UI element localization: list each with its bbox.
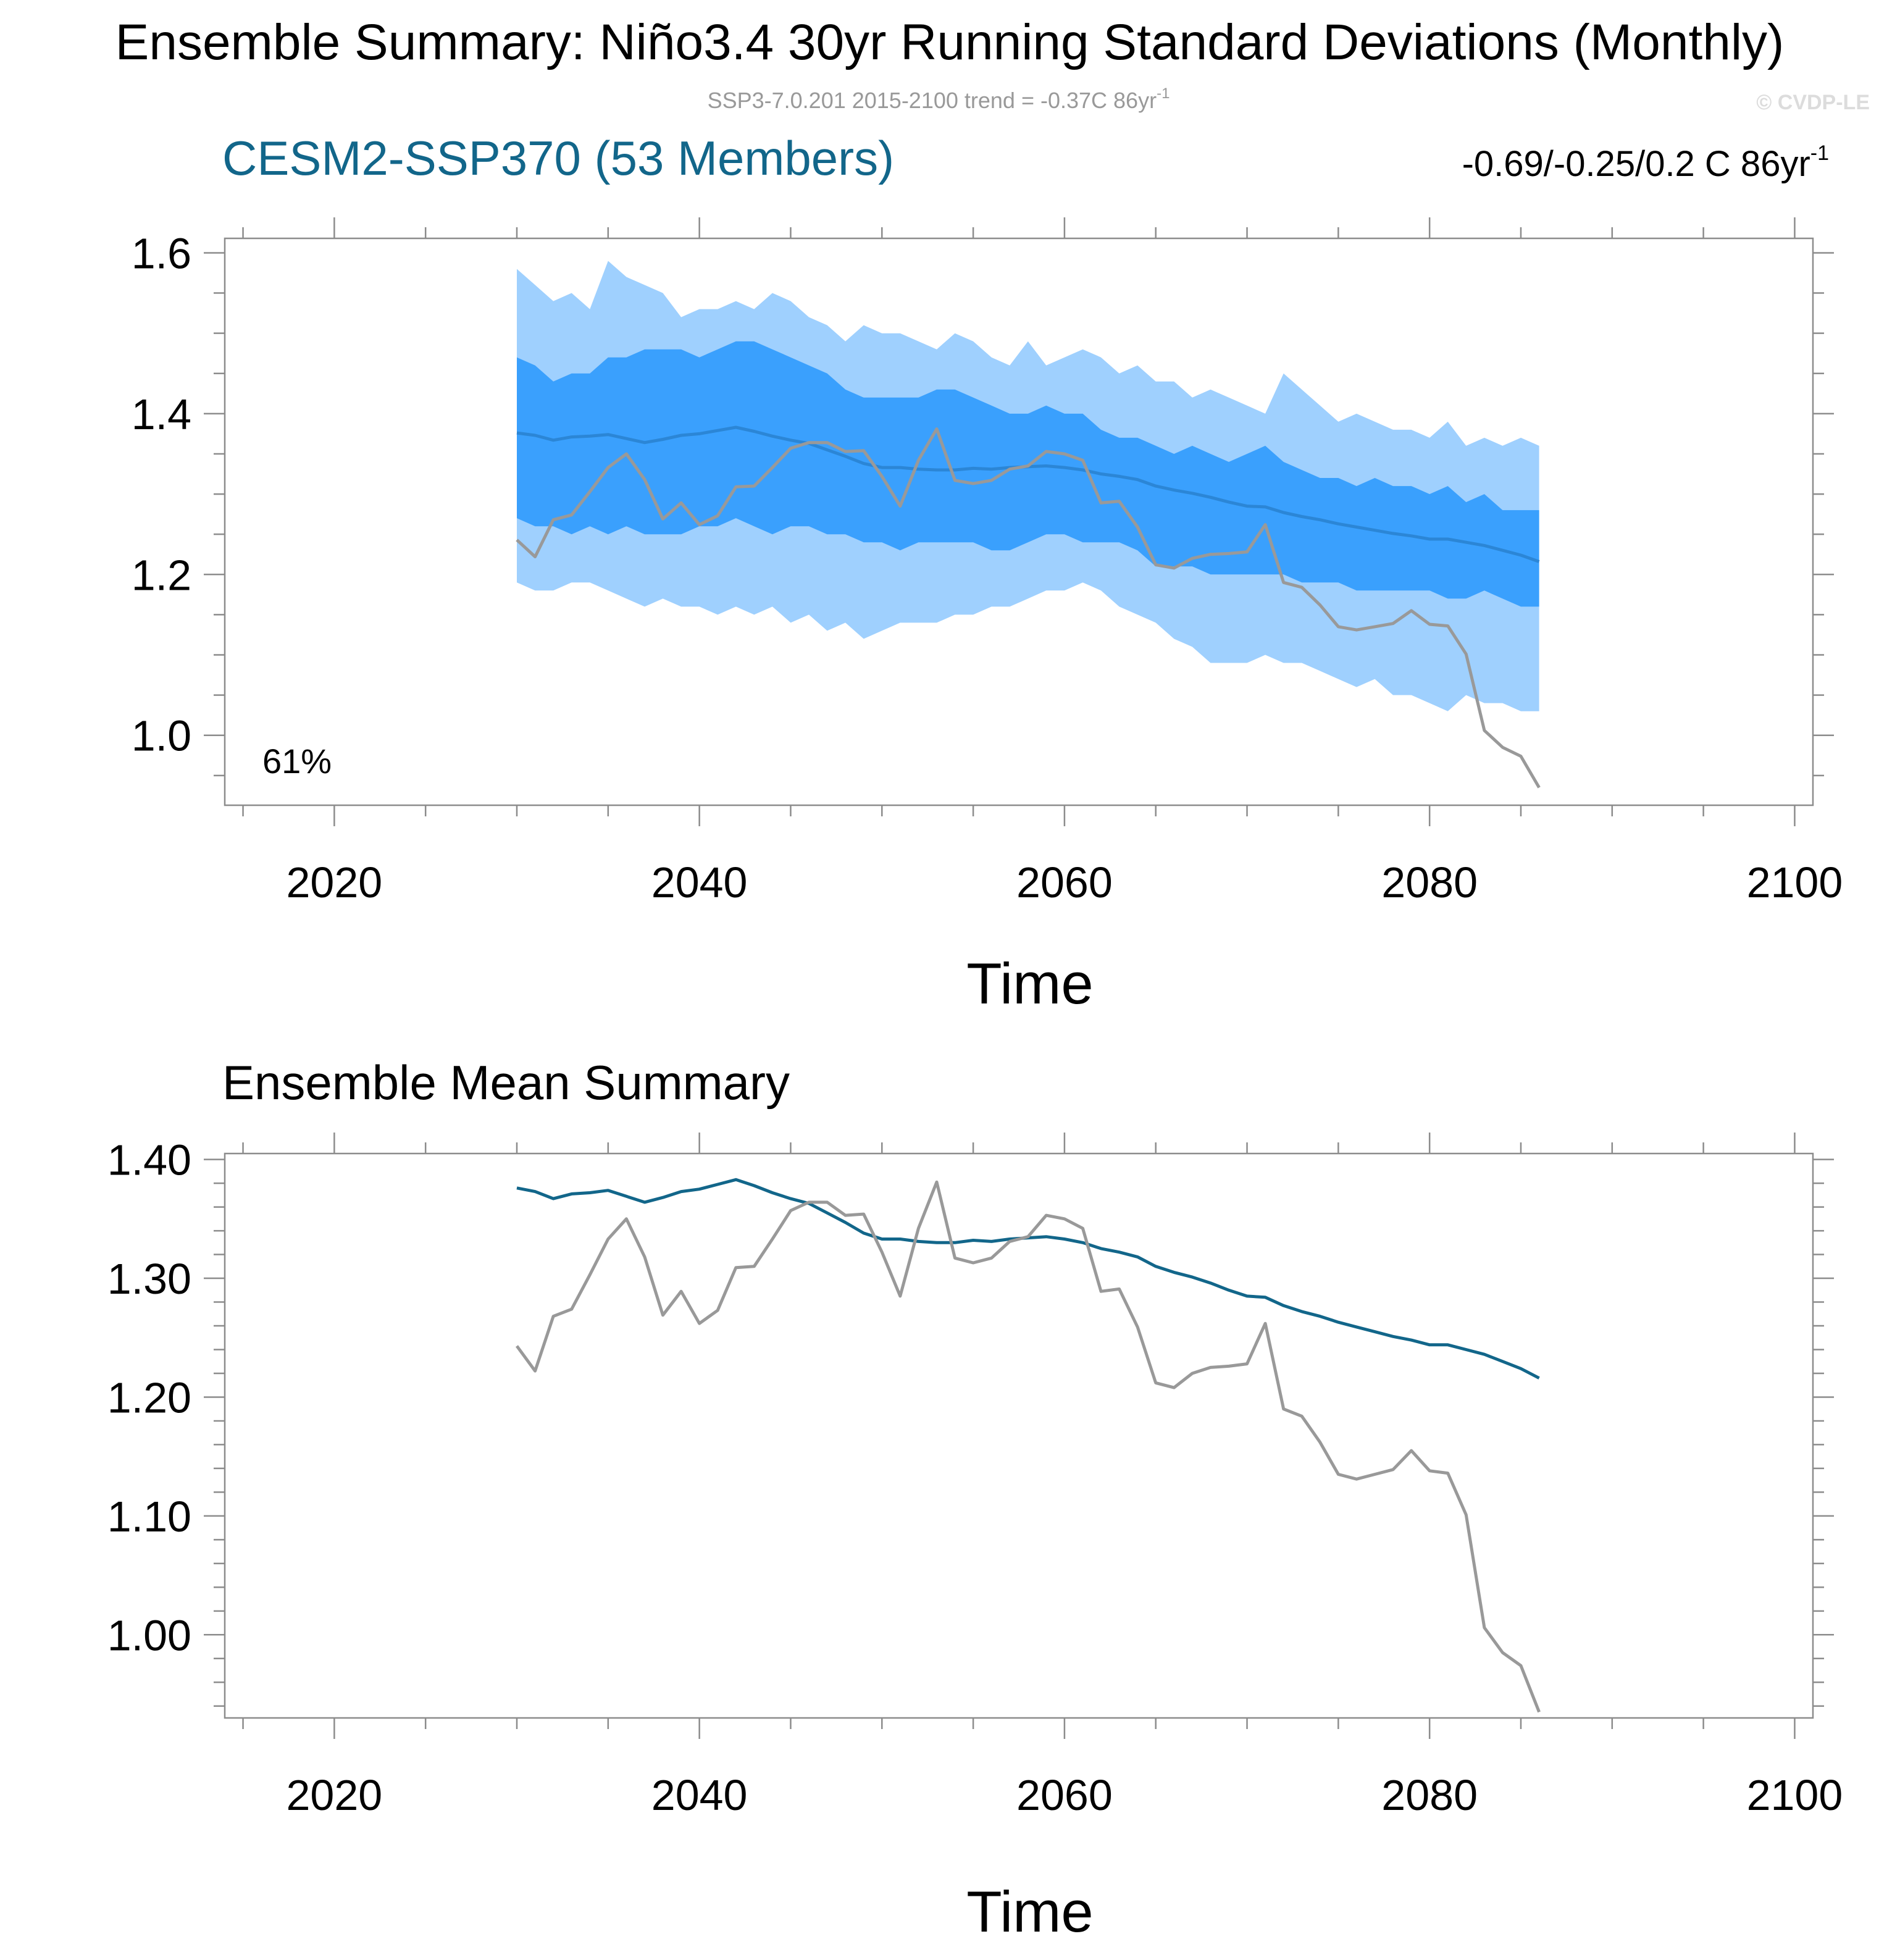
y-tick-label: 1.6 [132,229,191,277]
percent-label: 61% [262,742,332,781]
y-tick-label: 1.40 [107,1136,191,1184]
x-tick-label: 2040 [651,858,748,907]
y-tick-label: 1.4 [132,390,191,438]
figure-subtitle-text: SSP3-7.0.201 2015-2100 trend = -0.37C 86… [708,88,1157,113]
y-tick-label: 1.00 [107,1611,191,1659]
top-plot-area [516,261,1541,789]
x-tick-label: 2060 [1016,858,1113,907]
x-axis-title-bottom: Time [966,1879,1093,1944]
x-tick-label: 2020 [287,1771,383,1819]
trend-range-label: -0.69/-0.25/0.2 C 86yr-1 [1462,141,1829,184]
ensemble-spread-panel: CESM2-SSP370 (53 Members) -0.69/-0.25/0.… [132,131,1843,1016]
y-tick-label: 1.2 [132,551,191,599]
x-tick-label: 2100 [1747,1771,1843,1819]
plot-frame [224,237,1814,806]
figure-subtitle: SSP3-7.0.201 2015-2100 trend = -0.37C 86… [708,85,1170,113]
x-tick-label: 2100 [1747,858,1843,907]
y-tick-label: 1.0 [132,712,191,760]
ensemble-mean-line [516,1178,1540,1380]
top-axes: 2020 2040 2060 2080 2100 1.0 1.2 1.4 1.6 [132,217,1843,907]
trend-range-sup: -1 [1810,141,1829,165]
x-tick-label: 2020 [287,858,383,907]
x-tick-label: 2080 [1381,858,1478,907]
panel-title-mean: Ensemble Mean Summary [222,1055,790,1110]
y-tick-label: 1.20 [107,1373,191,1422]
copyright-label: © CVDP-LE [1756,91,1870,114]
figure-subtitle-sup: -1 [1157,85,1170,102]
x-tick-label: 2060 [1016,1771,1113,1819]
x-axis-title-top: Time [966,951,1093,1016]
observed-line [515,1180,1541,1713]
plot-frame [224,1152,1814,1719]
figure-title: Ensemble Summary: Niño3.4 30yr Running S… [115,14,1785,70]
y-tick-label: 1.10 [107,1493,191,1541]
ensemble-mean-panel: Ensemble Mean Summary 2020 2040 2060 2080 21… [107,1055,1843,1944]
y-tick-label: 1.30 [107,1255,191,1303]
trend-range-text: -0.69/-0.25/0.2 C 86yr [1462,144,1810,184]
bottom-plot-area [515,1178,1541,1713]
x-tick-label: 2080 [1381,1771,1478,1819]
bottom-axes: 2020 2040 2060 2080 2100 1.00 1.10 1.20 1.30 1.40 [107,1133,1843,1819]
panel-title-ensemble: CESM2-SSP370 (53 Members) [222,131,894,185]
x-tick-label: 2040 [651,1771,748,1819]
inner-spread-band [517,341,1539,607]
observed-line [516,427,1541,789]
